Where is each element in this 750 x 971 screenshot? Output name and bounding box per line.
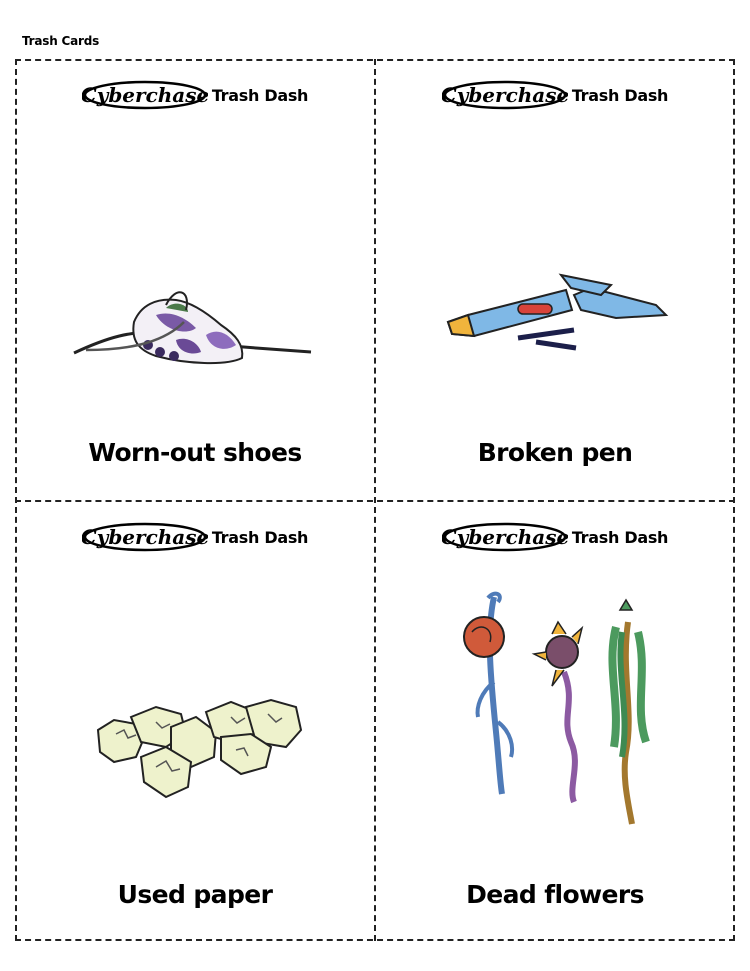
- card-title: Worn-out shoes: [88, 438, 302, 467]
- game-name: Trash Dash: [571, 527, 669, 547]
- horizontal-cut-line: [15, 500, 735, 502]
- card-dead-flowers: Cyberchase Trash Dash Dead flowers: [376, 502, 734, 942]
- cyberchase-logo-icon: Cyberchase: [82, 80, 208, 110]
- cyberchase-logo-icon: Cyberchase: [82, 522, 208, 552]
- logo-text: Cyberchase: [442, 525, 568, 549]
- broken-pen-icon: [446, 273, 669, 351]
- logo-text: Cyberchase: [442, 83, 568, 107]
- card-used-paper: Cyberchase Trash Dash Used paper: [16, 502, 374, 942]
- logo-text: Cyberchase: [82, 525, 208, 549]
- cyberchase-logo-icon: Cyberchase: [442, 522, 568, 552]
- game-name: Trash Dash: [211, 85, 309, 105]
- card-brand-header: Cyberchase Trash Dash: [376, 78, 734, 112]
- worn-out-shoe-icon: [73, 291, 312, 365]
- card-title: Broken pen: [477, 438, 633, 467]
- game-name: Trash Dash: [211, 527, 309, 547]
- card-title: Dead flowers: [466, 880, 644, 909]
- game-name: Trash Dash: [571, 85, 669, 105]
- card-broken-pen: Cyberchase Trash Dash Broken pen: [376, 60, 734, 500]
- card-brand-header: Cyberchase Trash Dash: [16, 78, 374, 112]
- cyberchase-logo-icon: Cyberchase: [442, 80, 568, 110]
- card-brand-header: Cyberchase Trash Dash: [16, 520, 374, 554]
- dead-flowers-icon: [463, 591, 650, 825]
- logo-text: Cyberchase: [82, 83, 208, 107]
- crumpled-paper-icon: [96, 698, 303, 799]
- card-brand-header: Cyberchase Trash Dash: [376, 520, 734, 554]
- card-title: Used paper: [117, 880, 273, 909]
- card-worn-out-shoes: Cyberchase Trash Dash Worn-out shoes: [16, 60, 374, 500]
- page-label: Trash Cards: [22, 34, 100, 48]
